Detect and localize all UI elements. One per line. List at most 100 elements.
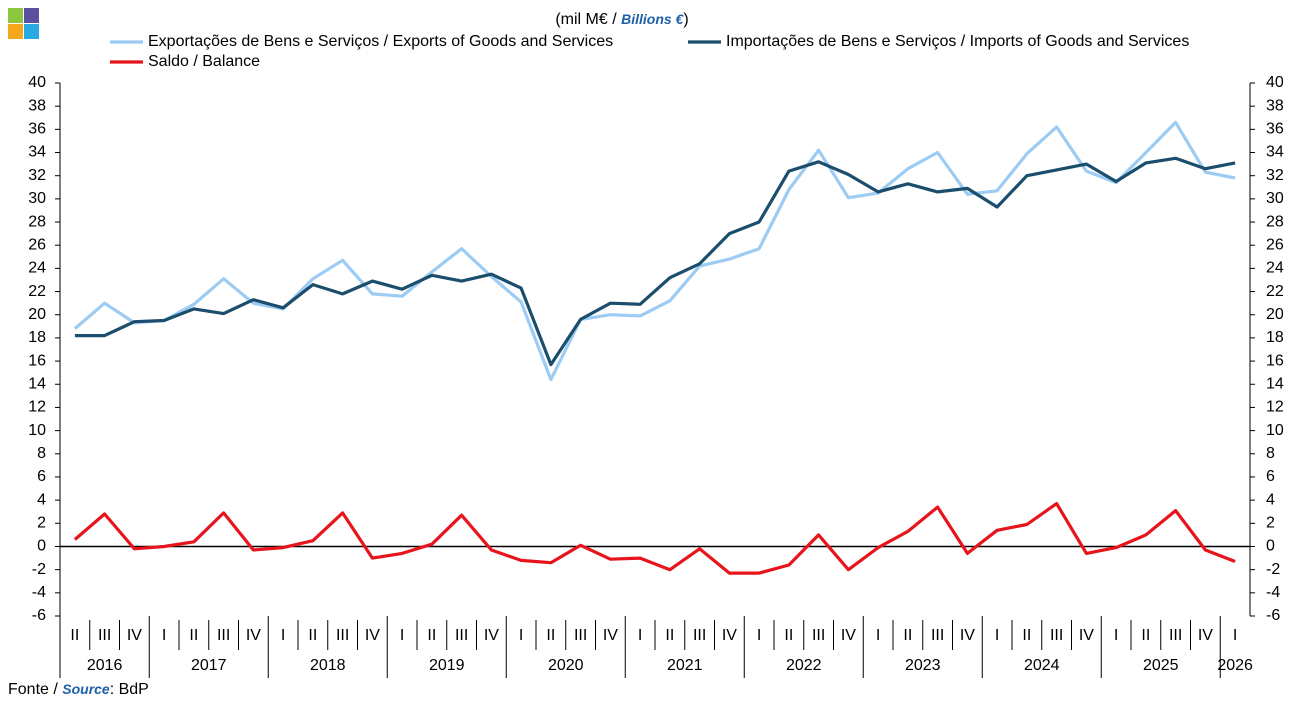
x-tick-label: II	[308, 627, 317, 644]
y-tick-label: 6	[37, 468, 46, 485]
x-tick-label: IV	[603, 627, 618, 644]
y2-tick-label: 38	[1266, 97, 1284, 114]
x-tick-label: II	[70, 627, 79, 644]
source-part: : BdP	[110, 681, 149, 698]
year-label: 2021	[667, 657, 703, 674]
x-tick-label: III	[217, 627, 230, 644]
series-line	[73, 502, 1236, 575]
x-tick-label: IV	[1198, 627, 1213, 644]
y2-tick-label: 34	[1266, 144, 1284, 161]
x-tick-label: II	[665, 627, 674, 644]
y-tick-label: 0	[37, 538, 46, 555]
title-part: )	[683, 11, 688, 28]
y2-tick-label: 32	[1266, 167, 1284, 184]
source-part: Source	[62, 681, 110, 697]
y-tick-label: 34	[28, 144, 46, 161]
y-tick-label: 22	[28, 283, 46, 300]
x-tick-label: III	[574, 627, 587, 644]
x-tick-label: IV	[960, 627, 975, 644]
year-label: 2023	[905, 657, 941, 674]
y2-tick-label: 14	[1266, 375, 1284, 392]
y2-tick-label: 24	[1266, 260, 1284, 277]
title-part: (mil M€ /	[555, 11, 621, 28]
x-tick-label: IV	[722, 627, 737, 644]
x-tick-label: I	[757, 627, 761, 644]
x-tick-label: III	[455, 627, 468, 644]
x-tick-label: II	[189, 627, 198, 644]
y2-tick-label: 2	[1266, 515, 1275, 532]
x-tick-label: I	[876, 627, 880, 644]
y2-tick-label: 28	[1266, 213, 1284, 230]
year-label: 2017	[191, 657, 227, 674]
y-tick-label: 26	[28, 236, 46, 253]
y-tick-label: 40	[28, 74, 46, 91]
year-label: 2018	[310, 657, 346, 674]
x-tick-label: I	[1233, 627, 1237, 644]
y2-tick-label: 22	[1266, 283, 1284, 300]
y-tick-label: 30	[28, 190, 46, 207]
year-label: 2020	[548, 657, 584, 674]
source: Fonte / Source: BdP	[8, 681, 149, 699]
x-tick-label: I	[1114, 627, 1118, 644]
y2-tick-label: -2	[1266, 561, 1280, 578]
x-tick-label: III	[931, 627, 944, 644]
y2-tick-label: 16	[1266, 352, 1284, 369]
y2-tick-label: 40	[1266, 74, 1284, 91]
y2-tick-label: 36	[1266, 121, 1284, 138]
x-tick-label: II	[546, 627, 555, 644]
y-tick-label: 2	[37, 515, 46, 532]
year-label: 2019	[429, 657, 465, 674]
x-tick-label: II	[1022, 627, 1031, 644]
y-tick-label: 18	[28, 329, 46, 346]
title-part: Billions €	[621, 11, 684, 27]
x-tick-label: III	[1169, 627, 1182, 644]
y-tick-label: 38	[28, 97, 46, 114]
y-tick-label: 8	[37, 445, 46, 462]
x-tick-label: III	[693, 627, 706, 644]
year-label: 2026	[1217, 657, 1253, 674]
x-tick-label: I	[400, 627, 404, 644]
y2-tick-label: -6	[1266, 607, 1280, 624]
y-tick-label: 32	[28, 167, 46, 184]
y2-tick-label: -4	[1266, 584, 1280, 601]
y-tick-label: 16	[28, 352, 46, 369]
x-tick-label: IV	[365, 627, 380, 644]
y2-tick-label: 12	[1266, 399, 1284, 416]
year-label: 2016	[87, 657, 123, 674]
y-tick-label: 12	[28, 399, 46, 416]
y2-tick-label: 10	[1266, 422, 1284, 439]
x-tick-label: IV	[246, 627, 261, 644]
x-tick-label: I	[162, 627, 166, 644]
x-tick-label: I	[519, 627, 523, 644]
x-tick-label: II	[1141, 627, 1150, 644]
year-label: 2025	[1143, 657, 1179, 674]
y-tick-label: -4	[32, 584, 46, 601]
y2-tick-label: 30	[1266, 190, 1284, 207]
x-tick-label: III	[812, 627, 825, 644]
year-label: 2024	[1024, 657, 1060, 674]
x-tick-label: I	[995, 627, 999, 644]
y-tick-label: -6	[32, 607, 46, 624]
y2-tick-label: 4	[1266, 491, 1275, 508]
series-line	[73, 120, 1236, 382]
y-tick-label: -2	[32, 561, 46, 578]
year-label: 2022	[786, 657, 822, 674]
y2-tick-label: 6	[1266, 468, 1275, 485]
source-part: Fonte /	[8, 681, 62, 698]
x-tick-label: III	[336, 627, 349, 644]
legend-label: Saldo / Balance	[148, 53, 260, 70]
logo	[8, 8, 39, 39]
y2-tick-label: 20	[1266, 306, 1284, 323]
x-tick-label: I	[281, 627, 285, 644]
y-tick-label: 28	[28, 213, 46, 230]
x-tick-label: II	[784, 627, 793, 644]
x-tick-label: IV	[127, 627, 142, 644]
series-line	[74, 156, 1236, 367]
legend-label: Exportações de Bens e Serviços / Exports…	[148, 33, 613, 50]
x-tick-label: II	[427, 627, 436, 644]
x-tick-label: III	[1050, 627, 1063, 644]
y2-tick-label: 26	[1266, 236, 1284, 253]
chart-title: (mil M€ / Billions €)	[555, 11, 688, 29]
y-tick-label: 4	[37, 491, 46, 508]
